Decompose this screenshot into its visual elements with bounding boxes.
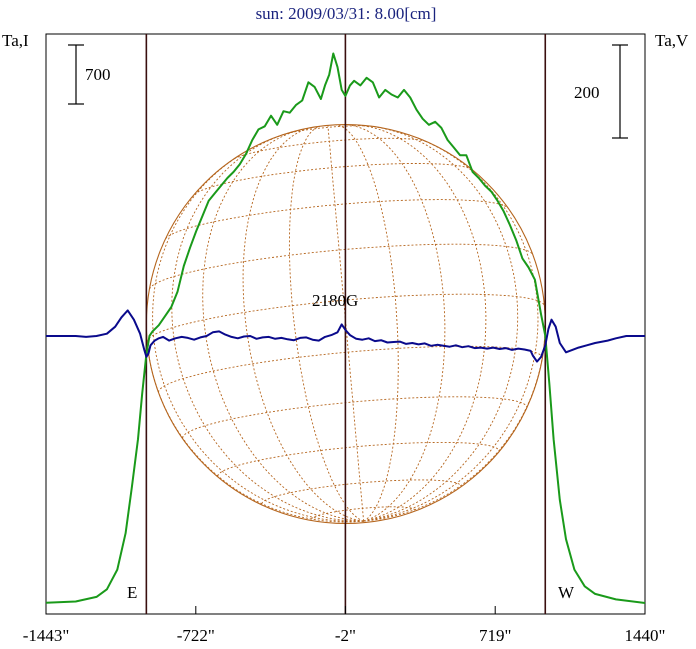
longitude-line <box>363 306 546 522</box>
latitude-line <box>217 441 500 477</box>
x-tick-label: -2" <box>335 626 356 645</box>
longitude-line <box>171 133 364 522</box>
polarization-series <box>46 309 645 363</box>
x-tick-label: 719" <box>479 626 511 645</box>
longitude-line <box>357 124 487 522</box>
x-tick-label: -1443" <box>23 626 70 645</box>
longitude-line <box>335 124 399 522</box>
scale-left-label: 700 <box>85 65 111 84</box>
x-tick-label: 1440" <box>625 626 666 645</box>
latitude-line <box>165 199 509 240</box>
x-tick-label: -722" <box>177 626 215 645</box>
longitude-line <box>146 341 364 523</box>
annotation-east: E <box>127 583 137 602</box>
series-layer <box>45 52 646 604</box>
longitude-line <box>288 125 364 522</box>
annotation-field: 2180G <box>312 291 358 310</box>
longitude-line <box>202 129 364 522</box>
scale-bar-left <box>68 44 84 105</box>
latitude-line <box>233 137 427 160</box>
longitude-line <box>363 125 519 522</box>
latitude-line <box>182 396 528 439</box>
latitude-line <box>158 345 543 393</box>
intensity-series <box>45 52 646 604</box>
latitude-line <box>149 243 534 290</box>
vertical-lines <box>145 34 547 614</box>
chart-title: sun: 2009/03/31: 8.00[cm] <box>256 4 437 23</box>
y-right-label: Ta,V <box>655 31 689 50</box>
scale-bar-right <box>612 44 628 139</box>
x-axis: -1443" -722" -2" 719" 1440" <box>23 606 666 645</box>
y-left-label: Ta,I <box>2 31 29 50</box>
longitude-line <box>152 152 364 522</box>
annotation-west: W <box>558 583 575 602</box>
latitude-line <box>282 125 375 136</box>
longitude-line <box>327 125 365 522</box>
solar-disk <box>145 123 546 525</box>
longitude-line <box>343 124 446 522</box>
scale-right-label: 200 <box>574 83 600 102</box>
latitude-line <box>146 293 545 342</box>
latitude-line <box>194 163 472 195</box>
